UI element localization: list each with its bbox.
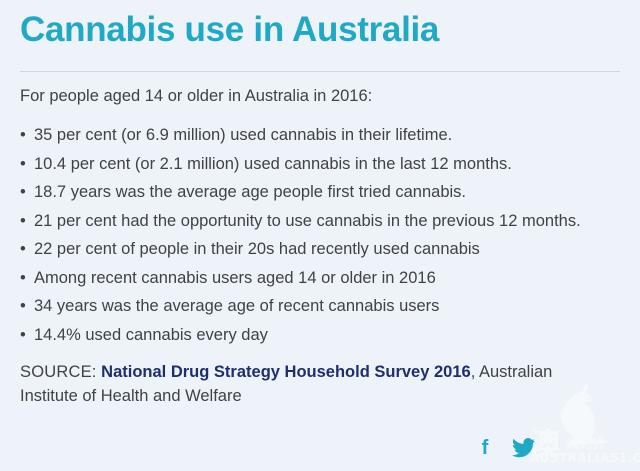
watermark-url: AUSTRALIA51.COM	[530, 451, 640, 465]
bullet-text: 18.7 years was the average age people fi…	[34, 183, 467, 201]
watermark-logo: 澳 洲无忧 AUSTRALIA51.COM	[530, 381, 640, 467]
source-label: SOURCE:	[20, 363, 97, 381]
list-item: • Among recent cannabis users aged 14 or…	[20, 268, 581, 297]
list-item: • 22 per cent of people in their 20s had…	[20, 239, 581, 268]
watermark-char: 澳	[530, 427, 560, 462]
facebook-icon[interactable]: f	[481, 436, 489, 459]
source-link[interactable]: National Drug Strategy Household Survey …	[101, 363, 471, 381]
intro-text: For people aged 14 or older in Australia…	[20, 87, 373, 105]
source-rest: , Australian Institute of Health and Wel…	[20, 363, 553, 405]
bullet-text: 14.4% used cannabis every day	[34, 325, 268, 344]
bullet-dot: •	[20, 297, 26, 315]
kangaroo-icon	[560, 383, 610, 446]
watermark-small: 洲无忧	[566, 437, 606, 452]
list-item: • 10.4 per cent (or 2.1 million) used ca…	[20, 154, 581, 183]
list-item: • 18.7 years was the average age people …	[20, 182, 581, 211]
bullet-list: • 35 per cent (or 6.9 million) used cann…	[20, 125, 581, 353]
list-item: • 34 years was the average age of recent…	[20, 296, 581, 325]
bullet-text: 35 per cent (or 6.9 million) used cannab…	[34, 126, 453, 144]
divider	[20, 71, 620, 72]
bullet-text: Among recent cannabis users aged 14 or o…	[34, 268, 436, 287]
list-item: • 14.4% used cannabis every day	[20, 325, 581, 354]
bullet-dot: •	[20, 325, 26, 344]
bullet-dot: •	[20, 268, 26, 287]
twitter-bird-shape	[512, 438, 536, 458]
bullet-text: 34 years was the average age of recent c…	[34, 297, 440, 315]
bullet-dot: •	[20, 211, 26, 230]
bullet-dot: •	[20, 183, 26, 201]
source-citation: SOURCE: National Drug Strategy Household…	[20, 360, 580, 408]
twitter-icon[interactable]	[511, 437, 537, 459]
bullet-dot: •	[20, 126, 26, 144]
bullet-dot: •	[20, 240, 26, 258]
bullet-text: 21 per cent had the opportunity to use c…	[34, 211, 581, 230]
bullet-text: 22 per cent of people in their 20s had r…	[34, 240, 480, 258]
bullet-text: 10.4 per cent (or 2.1 million) used cann…	[34, 154, 512, 173]
list-item: • 21 per cent had the opportunity to use…	[20, 211, 581, 240]
page-title: Cannabis use in Australia	[20, 10, 440, 49]
list-item: • 35 per cent (or 6.9 million) used cann…	[20, 125, 581, 154]
bullet-dot: •	[20, 154, 26, 173]
